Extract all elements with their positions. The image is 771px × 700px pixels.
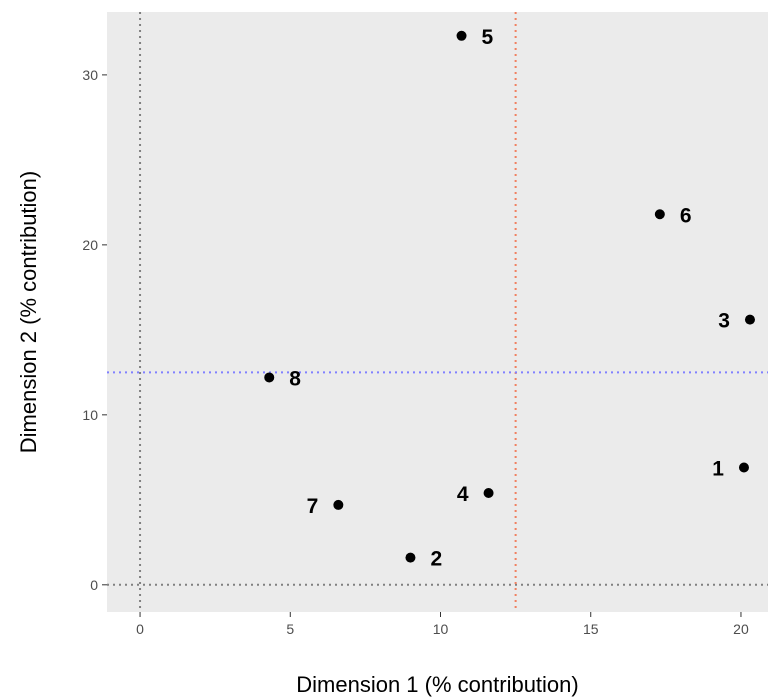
data-point-6 bbox=[654, 209, 665, 220]
x-tick-label: 15 bbox=[583, 621, 599, 637]
point-label-6: 6 bbox=[680, 204, 692, 227]
data-point-4 bbox=[483, 488, 494, 499]
y-tick-label: 10 bbox=[82, 407, 98, 423]
y-axis-title: Dimension 2 (% contribution) bbox=[16, 171, 41, 453]
data-point-7 bbox=[333, 499, 344, 510]
data-points: 1 2 3 4 5 6 7 8 bbox=[264, 26, 755, 571]
y-tick-label: 0 bbox=[90, 577, 98, 593]
point-label-8: 8 bbox=[289, 367, 301, 390]
point-label-7: 7 bbox=[307, 495, 319, 518]
data-point-5 bbox=[456, 30, 467, 41]
x-tick-label: 20 bbox=[733, 621, 749, 637]
reference-lines bbox=[107, 12, 768, 612]
x-axis: 0 5 10 15 20 bbox=[136, 612, 749, 637]
data-point-1 bbox=[738, 462, 749, 473]
point-label-4: 4 bbox=[457, 483, 469, 506]
y-tick-label: 30 bbox=[82, 67, 98, 83]
point-label-1: 1 bbox=[712, 458, 724, 481]
point-label-5: 5 bbox=[482, 26, 494, 49]
y-axis: 0 10 20 30 bbox=[82, 67, 107, 593]
plot-panel bbox=[107, 12, 768, 612]
y-tick-label: 20 bbox=[82, 237, 98, 253]
point-label-2: 2 bbox=[430, 548, 442, 571]
point-label-3: 3 bbox=[718, 310, 730, 333]
data-point-3 bbox=[744, 314, 755, 325]
x-tick-label: 0 bbox=[136, 621, 144, 637]
data-point-8 bbox=[264, 372, 275, 383]
data-point-2 bbox=[405, 552, 416, 563]
x-tick-label: 5 bbox=[286, 621, 294, 637]
x-tick-label: 10 bbox=[433, 621, 449, 637]
x-axis-title: Dimension 1 (% contribution) bbox=[296, 672, 578, 697]
